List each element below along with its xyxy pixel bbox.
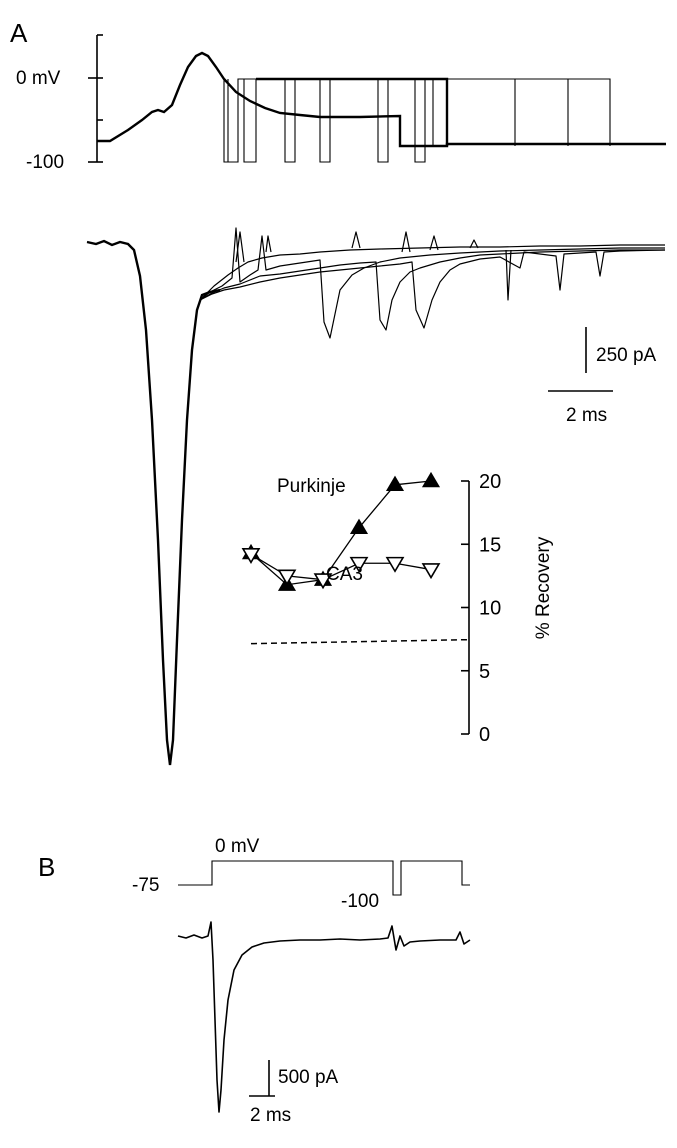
marker-purkinje [385,475,405,491]
label-0mv-b: 0 mV [215,836,260,857]
tail-trace-5 [235,231,512,301]
tail-trace-3 [199,249,665,331]
label-minus-75: -75 [132,875,159,896]
step-family [223,78,611,163]
inset-tick-label: 15 [479,534,501,556]
inset-tick-label: 5 [479,661,490,683]
scale-bar-b: 500 pA 2 ms [249,1060,339,1126]
series-line-purkinje [250,480,432,586]
marker-ca3 [385,556,405,573]
marker-ca3 [313,573,333,590]
marker-ca3 [349,556,369,573]
marker-ca3 [277,569,297,586]
current-trace-b [177,921,471,1113]
tail-trace-1 [199,244,665,301]
tick-0mv: 0 mV [16,68,61,89]
inset-reference-line [250,638,470,645]
voltage-step-b [178,860,470,896]
tail-trace-2 [199,227,665,339]
marker-ca3 [241,547,261,564]
scale-label-time-a: 2 ms [566,405,607,426]
voltage-axis: 0 mV -100 [16,34,103,173]
inset-tick-label: 0 [479,724,490,746]
inset-tick-label: 10 [479,598,501,620]
ap-waveform-command [97,51,666,148]
inset-tick-label: 20 [479,471,501,493]
series-label-ca3: CA3 [326,564,363,585]
tail-trace-4 [199,249,666,329]
recovery-plot: 0 5 10 15 20 % Recovery Purkinje CA3 [241,471,554,746]
inset-series [241,471,441,591]
current-traces-a [86,227,666,766]
panel-b-label: B [38,852,55,882]
voltage-protocol [97,51,666,163]
tick-minus-100: -100 [26,152,64,173]
transient-current [86,239,221,766]
label-minus-100-b: -100 [341,891,379,912]
panel-a-label: A [10,18,28,48]
inset-y-ticks: 0 5 10 15 20 [461,471,501,746]
inset-y-label: % Recovery [533,536,554,639]
marker-ca3 [421,563,441,580]
scale-label-current-b: 500 pA [278,1067,339,1088]
transient-current-b [177,921,471,1113]
scale-label-time-b: 2 ms [250,1105,291,1126]
marker-purkinje [349,518,369,535]
series-label-purkinje: Purkinje [277,476,346,497]
voltage-protocol-b: 0 mV -75 -100 [132,836,470,912]
marker-purkinje [421,471,441,488]
scale-bar-a: 250 pA 2 ms [548,327,657,426]
scale-label-current-a: 250 pA [596,345,657,366]
